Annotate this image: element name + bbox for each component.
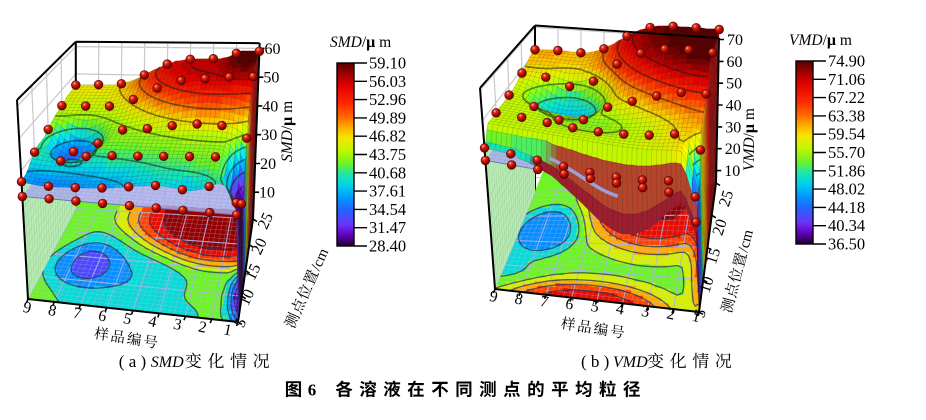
svg-text:40.68: 40.68 <box>369 163 406 182</box>
svg-text:3: 3 <box>640 303 651 321</box>
svg-text:25: 25 <box>716 188 737 208</box>
svg-text:6: 6 <box>564 295 575 313</box>
svg-text:VMD: VMD <box>613 354 648 371</box>
svg-text:SMD: SMD <box>151 354 184 371</box>
svg-text:60: 60 <box>265 41 281 58</box>
svg-text:10: 10 <box>697 275 718 295</box>
svg-text:( a ): ( a ) <box>119 352 146 371</box>
svg-text:36.50: 36.50 <box>828 235 865 254</box>
svg-text:74.90: 74.90 <box>828 52 865 71</box>
svg-text:60: 60 <box>727 54 743 71</box>
svg-text:8: 8 <box>513 290 524 308</box>
svg-text:2: 2 <box>197 319 208 337</box>
svg-text:20: 20 <box>249 236 271 258</box>
svg-text:25: 25 <box>255 210 277 232</box>
svg-text:15: 15 <box>703 246 724 266</box>
svg-text:5: 5 <box>122 310 133 328</box>
svg-text:10: 10 <box>724 163 740 180</box>
svg-text:67.22: 67.22 <box>828 88 865 107</box>
svg-text:2: 2 <box>665 305 676 323</box>
svg-text:6: 6 <box>308 381 317 400</box>
svg-text:20: 20 <box>260 156 276 173</box>
svg-text:55.70: 55.70 <box>828 143 865 162</box>
svg-text:4: 4 <box>147 313 158 331</box>
svg-text:50: 50 <box>726 76 742 93</box>
svg-text:43.75: 43.75 <box>369 145 406 164</box>
svg-text:40: 40 <box>726 98 742 115</box>
svg-text:( b ): ( b ) <box>581 352 609 371</box>
svg-text:4: 4 <box>614 300 625 318</box>
svg-text:6: 6 <box>97 307 108 325</box>
svg-text:50: 50 <box>263 70 279 87</box>
svg-text:7: 7 <box>72 305 83 323</box>
svg-text:63.38: 63.38 <box>828 106 865 125</box>
svg-text:SMD/μ m: SMD/μ m <box>279 101 296 162</box>
svg-text:SMD/μ m: SMD/μ m <box>330 34 391 51</box>
svg-text:59.54: 59.54 <box>828 125 865 144</box>
svg-text:30: 30 <box>725 119 741 136</box>
svg-text:1: 1 <box>222 321 233 339</box>
svg-text:48.02: 48.02 <box>828 180 865 199</box>
svg-text:VMD/μ m: VMD/μ m <box>741 108 758 171</box>
svg-text:9: 9 <box>21 299 32 317</box>
svg-text:71.06: 71.06 <box>828 70 865 89</box>
svg-text:5: 5 <box>589 298 600 316</box>
svg-text:/cm: /cm <box>736 228 757 254</box>
svg-text:VMD/μ m: VMD/μ m <box>789 32 852 49</box>
svg-text:9: 9 <box>488 288 499 306</box>
svg-text:10: 10 <box>236 287 258 309</box>
svg-text:52.96: 52.96 <box>369 90 406 109</box>
svg-text:7: 7 <box>538 293 549 311</box>
svg-text:1: 1 <box>690 308 701 326</box>
svg-text:56.03: 56.03 <box>369 72 406 91</box>
svg-text:70: 70 <box>727 32 743 49</box>
svg-text:15: 15 <box>242 261 264 283</box>
svg-text:28.40: 28.40 <box>369 237 406 256</box>
svg-text:40.34: 40.34 <box>828 216 865 235</box>
svg-text:20: 20 <box>725 141 741 158</box>
svg-text:44.18: 44.18 <box>828 198 865 217</box>
svg-text:20: 20 <box>710 217 731 237</box>
svg-text:30: 30 <box>261 127 277 144</box>
svg-text:8: 8 <box>47 302 58 320</box>
svg-text:59.10: 59.10 <box>369 54 406 73</box>
svg-text:49.89: 49.89 <box>369 108 406 127</box>
svg-text:37.61: 37.61 <box>369 182 406 201</box>
svg-text:3: 3 <box>172 316 183 334</box>
svg-text:31.47: 31.47 <box>369 218 406 237</box>
svg-text:10: 10 <box>259 185 275 202</box>
svg-text:46.82: 46.82 <box>369 127 406 146</box>
svg-text:51.86: 51.86 <box>828 161 865 180</box>
svg-text:40: 40 <box>262 98 278 115</box>
svg-text:34.54: 34.54 <box>369 200 406 219</box>
